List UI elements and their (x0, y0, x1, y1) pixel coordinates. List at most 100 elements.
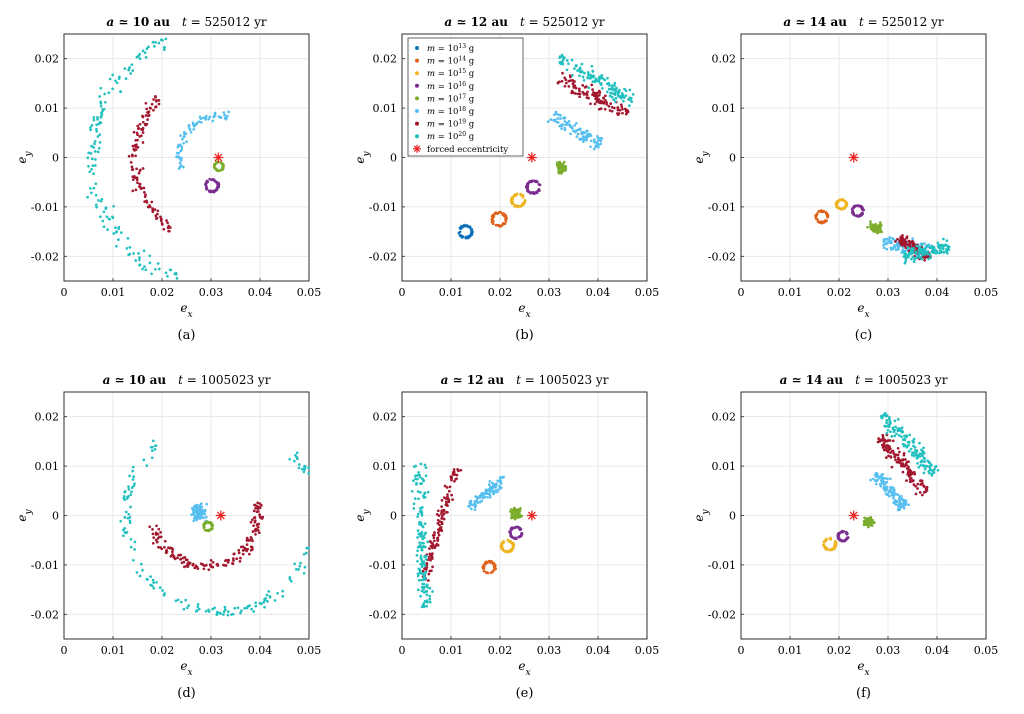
data-point (825, 212, 828, 215)
x-axis-label: ex (857, 301, 869, 320)
data-point (917, 254, 921, 257)
data-point (426, 585, 429, 589)
data-point (881, 436, 885, 439)
data-point (597, 145, 600, 149)
data-point (589, 75, 593, 79)
data-point (115, 230, 118, 233)
y-tick-label: -0.01 (708, 201, 736, 214)
data-point (202, 526, 206, 529)
data-point (193, 509, 197, 513)
data-point (146, 205, 150, 209)
data-point (883, 411, 887, 415)
data-point (526, 184, 530, 188)
data-point (91, 164, 95, 167)
data-point (288, 575, 292, 579)
x-tick-label: 0.02 (488, 286, 513, 299)
y-tick-label: 0 (729, 152, 736, 165)
series-m-1e19 (421, 468, 463, 582)
data-point (200, 505, 204, 509)
data-point (151, 445, 154, 449)
y-tick-label: -0.02 (31, 250, 59, 263)
y-tick-label: 0.01 (373, 102, 398, 115)
legend-label: m = 1018 g (427, 106, 475, 118)
data-point (412, 507, 416, 510)
data-point (216, 169, 220, 173)
data-point (921, 247, 925, 251)
data-point (107, 91, 111, 95)
data-point (579, 70, 583, 74)
data-point (889, 239, 893, 243)
data-point (912, 483, 916, 486)
data-point (908, 477, 912, 481)
data-point (256, 501, 260, 505)
data-point (133, 175, 137, 179)
data-point (907, 503, 910, 507)
data-point (195, 503, 199, 507)
data-point (487, 560, 491, 563)
data-point (184, 598, 188, 602)
data-point (428, 552, 432, 556)
x-tick-label: 0.03 (199, 286, 224, 299)
data-point (420, 589, 424, 593)
data-point (898, 499, 902, 503)
data-point (518, 509, 521, 513)
data-point (415, 483, 418, 486)
data-point (179, 553, 183, 557)
data-point (605, 103, 609, 106)
data-point (165, 219, 168, 222)
data-point (903, 252, 907, 256)
panel-caption: (a) (178, 328, 196, 343)
data-point (885, 421, 888, 425)
data-point (628, 104, 631, 107)
data-point (456, 468, 459, 471)
data-point (593, 102, 597, 106)
data-point (614, 100, 617, 104)
data-point (98, 133, 102, 136)
data-point (424, 474, 428, 478)
data-point (616, 113, 620, 117)
data-point (576, 132, 580, 136)
data-point (882, 246, 886, 250)
data-point (307, 546, 310, 550)
series-m-1e15 (509, 192, 527, 209)
data-point (211, 561, 215, 564)
data-point (520, 203, 524, 206)
data-point (276, 592, 279, 595)
data-point (516, 525, 519, 529)
data-point (136, 55, 140, 59)
data-point (138, 57, 142, 61)
data-point (226, 561, 230, 564)
series-m-1e13 (457, 223, 474, 240)
data-point (97, 146, 101, 150)
data-point (427, 579, 430, 582)
data-point (889, 488, 892, 491)
data-point (486, 495, 489, 499)
legend-label: m = 1015 g (427, 68, 475, 80)
data-point (157, 99, 161, 102)
data-point (471, 231, 474, 234)
data-point (878, 482, 882, 486)
data-point (557, 171, 561, 175)
data-point (182, 130, 186, 134)
data-point (582, 78, 586, 82)
data-point (450, 493, 453, 497)
data-point (493, 567, 497, 571)
data-point (886, 450, 890, 454)
data-point (155, 540, 159, 544)
x-tick-label: 0.05 (297, 286, 322, 299)
data-point (169, 554, 173, 558)
data-point (193, 504, 197, 508)
data-point (577, 87, 581, 91)
data-point (907, 449, 911, 453)
data-point (589, 139, 593, 143)
data-point (617, 88, 621, 92)
data-point (418, 541, 421, 544)
data-point (90, 191, 93, 195)
data-point (917, 251, 921, 255)
data-point (608, 84, 611, 87)
data-point (117, 225, 121, 229)
data-point (893, 243, 896, 247)
data-point (161, 589, 164, 592)
data-point (919, 251, 923, 255)
series-m-1e19 (876, 433, 929, 497)
